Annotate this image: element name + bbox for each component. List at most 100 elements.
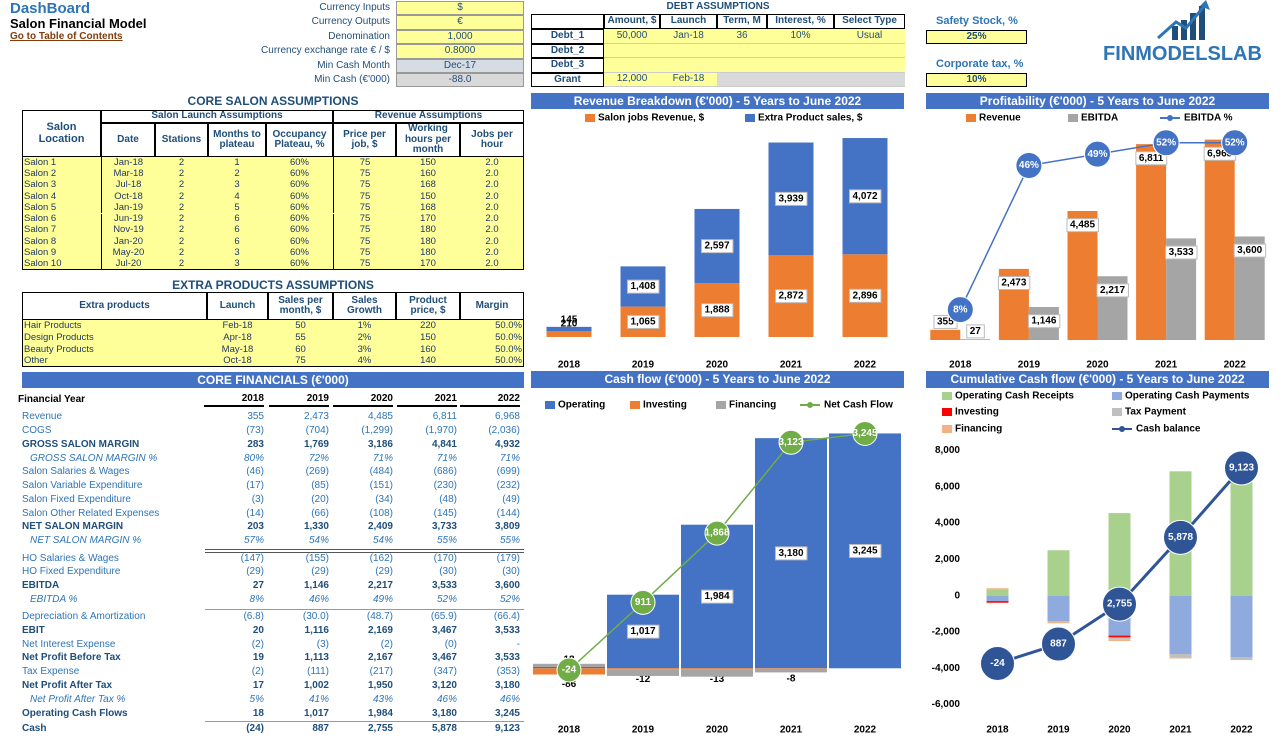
salon-cell: Salon 6 [22, 213, 101, 225]
data-label: 2,217 [1100, 285, 1125, 296]
row-value: 5% [249, 693, 264, 705]
bar [1136, 144, 1167, 340]
legend-label: Tax Payment [1125, 407, 1187, 418]
data-label: 6,968 [1207, 148, 1232, 159]
row-value: (2,036) [488, 424, 520, 436]
row-value: 80% [243, 452, 264, 464]
salon-cell: 170 [396, 258, 460, 270]
data-label-box [626, 279, 660, 294]
row-label: COGS [22, 424, 52, 436]
row-value: 203 [247, 520, 264, 532]
debt-cell: Usual [834, 29, 905, 44]
data-label: -24 [562, 665, 577, 676]
data-label: 27 [970, 326, 982, 337]
data-label: 52% [1225, 137, 1245, 148]
x-tick-label: 2022 [854, 725, 877, 736]
row-value: 18 [252, 707, 264, 719]
legend-marker [1112, 408, 1122, 416]
legend-marker [1167, 115, 1173, 121]
data-label: -24 [990, 658, 1005, 669]
salon-cell: 180 [396, 224, 460, 237]
salon-cell: Salon 9 [22, 247, 101, 259]
salon-cell: 75 [333, 168, 396, 180]
x-tick-label: 2019 [1047, 725, 1070, 736]
bar [1230, 595, 1253, 658]
bar [1169, 657, 1192, 659]
toc-link[interactable]: Go to Table of Contents [10, 31, 123, 42]
data-label: 8% [953, 304, 968, 315]
row-value: 2,169 [367, 624, 393, 636]
data-label: -13 [710, 674, 725, 685]
data-label: 4,485 [1070, 220, 1095, 231]
salon-cell: 4 [208, 190, 266, 203]
bar [1108, 639, 1131, 642]
row-value: 3,533 [431, 579, 457, 591]
bar [986, 588, 1009, 590]
point [1015, 152, 1043, 180]
salon-cell: 75 [333, 157, 396, 169]
legend-marker [630, 401, 640, 409]
row-value: (46) [246, 465, 264, 477]
salon-cell: Salon 4 [22, 190, 101, 203]
row-value: 3,467 [431, 624, 457, 636]
salon-cell: 3 [208, 247, 266, 259]
data-label: 3,180 [778, 548, 803, 559]
row-value: (699) [496, 465, 520, 477]
debt-cell: 50,000 [604, 29, 660, 44]
row-value: 2,217 [367, 579, 393, 591]
data-label: 9,123 [1229, 463, 1254, 474]
data-label-box [1066, 218, 1099, 233]
legend-marker [1112, 392, 1122, 400]
input-label: Currency exchange rate € / $ [261, 45, 390, 57]
row-value: 9,123 [494, 722, 520, 734]
row-value: 72% [308, 452, 329, 464]
data-label-box [774, 289, 808, 304]
debt-cell [767, 72, 834, 87]
legend-label: Operating Cash Receipts [955, 391, 1074, 402]
salon-cell: May-20 [101, 247, 155, 259]
data-label: -86 [562, 679, 577, 690]
row-value: 3,467 [431, 651, 457, 663]
data-label: 1,888 [704, 305, 729, 316]
row-value: (269) [305, 465, 329, 477]
row-value: (17) [246, 479, 264, 491]
bar [960, 339, 991, 340]
input-label: Currency Inputs [319, 1, 390, 13]
row-value: 55% [499, 534, 520, 546]
y-tick-label: 8,000 [935, 445, 960, 456]
salon-cell: 2.0 [460, 247, 524, 259]
point [1041, 626, 1076, 662]
debt-cell [834, 58, 905, 73]
salon-cell: 75 [333, 247, 396, 259]
debt-cell [767, 43, 834, 58]
column-header: 2018 [204, 393, 264, 407]
row-value: (66.4) [493, 610, 520, 622]
row-value: 55% [436, 534, 457, 546]
row-value: 887 [312, 722, 329, 734]
data-label: 1,017 [630, 626, 655, 637]
debt-label: Grant [531, 72, 604, 87]
y-tick-label: 2,000 [935, 554, 960, 565]
debt-header: Interest, % [767, 14, 834, 29]
row-value: (170) [433, 552, 457, 564]
row-value: 1,984 [367, 707, 393, 719]
row-label: NET SALON MARGIN % [30, 534, 142, 546]
debt-cell [660, 58, 717, 73]
x-tick-label: 2020 [1086, 360, 1109, 371]
salon-cell: 180 [396, 247, 460, 259]
salon-cell: 2 [155, 157, 208, 169]
table-title: CORE FINANCIALS (€'000) [22, 372, 524, 388]
salon-cell: 60% [266, 168, 333, 180]
bar [1169, 653, 1192, 658]
input-label: Denomination [328, 30, 390, 42]
debt-header: Term, M [717, 14, 767, 29]
row-value: 4,932 [494, 438, 520, 450]
x-tick-label: 2018 [986, 725, 1009, 736]
salon-cell: Nov-19 [101, 224, 155, 237]
data-label: 887 [1050, 639, 1067, 650]
salon-cell: Jan-20 [101, 236, 155, 248]
product-cell: Design Products [22, 331, 207, 344]
salon-cell: 2.0 [460, 258, 524, 270]
row-value: (179) [496, 552, 520, 564]
row-label: Operating Cash Flows [22, 707, 128, 719]
